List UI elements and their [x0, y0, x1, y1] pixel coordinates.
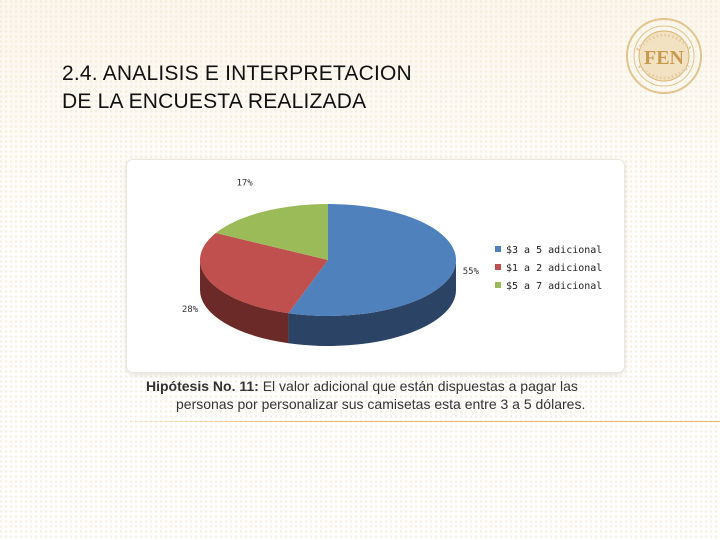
- title-line-2: DE LA ENCUESTA REALIZADA: [62, 90, 367, 113]
- legend-label-0: $3 a 5 adicional: [506, 245, 602, 256]
- legend: $3 a 5 adicional $1 a 2 adicional $5 a 7 a…: [495, 245, 602, 292]
- caption-text-2: personas por personalizar sus camisetas …: [176, 396, 586, 412]
- logo-text: FEN: [644, 47, 685, 69]
- legend-label-1: $1 a 2 adicional: [506, 263, 602, 274]
- pie-slice-0: [288, 204, 456, 316]
- data-label-1: 28%: [182, 305, 199, 315]
- pie-side-1: [200, 260, 289, 344]
- title-line-1: 2.4. ANALISIS E INTERPRETACION: [62, 62, 412, 85]
- hypothesis-caption: Hipótesis No. 11: El valor adicional que…: [146, 377, 626, 413]
- legend-swatch-1: [495, 264, 501, 270]
- data-label-2: 17%: [236, 178, 253, 188]
- slide-title: 2.4. ANALISIS E INTERPRETACION DE LA ENC…: [62, 60, 582, 116]
- caption-bold-label: Hipótesis No. 11:: [146, 378, 259, 394]
- legend-label-2: $5 a 7 adicional: [506, 281, 602, 292]
- legend-swatch-2: [495, 282, 501, 288]
- caption-text-1: El valor adicional que están dispuestas …: [258, 378, 578, 394]
- pie-chart: 55% 28% 17% $3 a 5 adicional $1 a 2 adicion…: [182, 178, 602, 346]
- fen-seal-logo: FEN: [626, 18, 702, 94]
- pie-slice-1: [199, 233, 328, 314]
- chart-panel: 55% 28% 17% $3 a 5 adicional $1 a 2 adicion…: [127, 160, 624, 372]
- divider-line: [130, 421, 720, 422]
- pie-side-0: [288, 260, 456, 346]
- legend-swatch-0: [495, 246, 501, 252]
- data-label-0: 55%: [463, 267, 480, 277]
- pie-slice-2: [215, 204, 328, 260]
- data-label-layer: 55% 28% 17%: [182, 178, 480, 315]
- pie-layer: [199, 204, 456, 346]
